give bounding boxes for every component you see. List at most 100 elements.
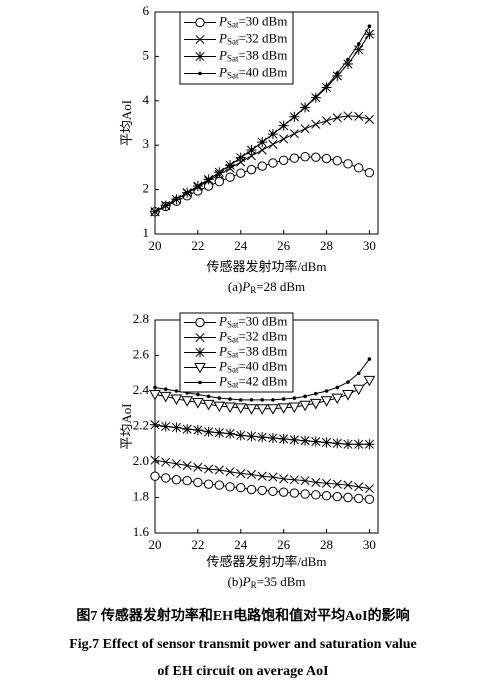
marker: [311, 477, 321, 487]
marker: [257, 161, 267, 171]
marker: [271, 132, 275, 136]
legend-label: PSat=38 dBm: [218, 343, 287, 359]
marker: [163, 387, 168, 392]
marker: [228, 397, 232, 401]
marker: [174, 389, 179, 393]
marker: [343, 159, 353, 169]
marker-stroke: [225, 467, 235, 477]
marker: [321, 437, 332, 448]
marker: [257, 485, 267, 496]
y-axis-label: 平均AoI: [119, 100, 134, 146]
marker: [281, 123, 286, 128]
marker-stroke: [195, 34, 205, 45]
marker: [249, 398, 254, 402]
marker: [332, 70, 343, 81]
x-axis-label: 传感器发射功率/dBm: [207, 259, 327, 274]
marker: [354, 482, 364, 492]
marker: [163, 203, 168, 208]
marker: [277, 403, 290, 414]
y-tick-label: 2.8: [133, 311, 149, 326]
x-tick-label: 20: [149, 537, 162, 552]
marker: [225, 482, 235, 492]
y-tick-label: 2.0: [133, 453, 149, 468]
marker-stroke: [195, 332, 205, 343]
marker: [195, 34, 205, 45]
marker: [182, 475, 192, 486]
marker: [256, 404, 269, 415]
marker: [278, 155, 289, 165]
marker-stroke: [257, 471, 267, 481]
marker: [289, 488, 300, 498]
marker: [206, 394, 211, 399]
x-tick-label: 30: [363, 537, 376, 552]
marker: [343, 492, 353, 503]
marker-stroke: [300, 476, 310, 486]
marker-stroke: [150, 455, 160, 465]
marker: [235, 430, 246, 441]
marker: [238, 155, 243, 160]
marker: [268, 486, 278, 496]
legend-label: PSat=32 dBm: [218, 328, 287, 344]
y-axis-label: 平均AoI: [119, 403, 134, 449]
x-tick-label: 28: [320, 238, 333, 253]
caption-en: Fig.7 Effect of sensor transmit power an…: [69, 637, 417, 652]
y-tick-label: 2.4: [133, 382, 150, 397]
marker-stroke: [193, 462, 203, 472]
marker: [311, 152, 321, 162]
marker-stroke: [321, 478, 332, 488]
marker-stroke: [311, 119, 321, 129]
marker: [257, 145, 267, 155]
x-tick-label: 26: [277, 537, 291, 552]
marker: [289, 434, 300, 445]
marker: [356, 42, 361, 46]
marker: [292, 396, 297, 400]
y-tick-label: 6: [143, 3, 150, 18]
marker: [195, 332, 205, 343]
marker: [364, 168, 375, 178]
marker: [300, 476, 310, 486]
marker: [225, 467, 235, 477]
marker: [300, 152, 310, 162]
marker: [182, 424, 193, 435]
marker: [195, 317, 205, 328]
marker: [332, 479, 342, 489]
marker: [149, 419, 161, 430]
marker: [195, 17, 205, 28]
marker: [321, 491, 332, 501]
marker: [289, 153, 300, 163]
marker-stroke: [268, 472, 278, 482]
marker: [161, 473, 171, 483]
marker: [332, 113, 342, 123]
legend-label: PSat=40 dBm: [218, 358, 287, 374]
marker: [364, 439, 375, 450]
marker: [289, 129, 299, 139]
marker-stroke: [364, 484, 374, 494]
marker: [352, 384, 365, 396]
marker-stroke: [343, 480, 353, 490]
marker-stroke: [332, 479, 342, 489]
marker: [268, 139, 278, 149]
marker: [335, 385, 340, 390]
marker: [225, 428, 236, 439]
marker: [236, 168, 246, 178]
marker-stroke: [343, 111, 353, 121]
marker: [354, 111, 364, 121]
marker: [193, 462, 203, 472]
marker: [320, 396, 333, 407]
marker: [267, 432, 278, 444]
marker: [268, 158, 278, 168]
marker: [245, 404, 258, 415]
marker: [192, 425, 203, 436]
marker-stroke: [289, 129, 299, 139]
marker: [214, 480, 225, 490]
y-tick-label: 1.8: [133, 488, 149, 503]
marker: [309, 398, 322, 410]
marker: [343, 480, 353, 490]
y-tick-label: 1.6: [133, 524, 150, 539]
x-tick-label: 30: [363, 238, 376, 253]
marker-stroke: [354, 482, 364, 492]
x-tick-label: 24: [234, 537, 248, 552]
marker: [214, 176, 225, 187]
marker: [267, 404, 279, 415]
marker: [364, 494, 375, 504]
